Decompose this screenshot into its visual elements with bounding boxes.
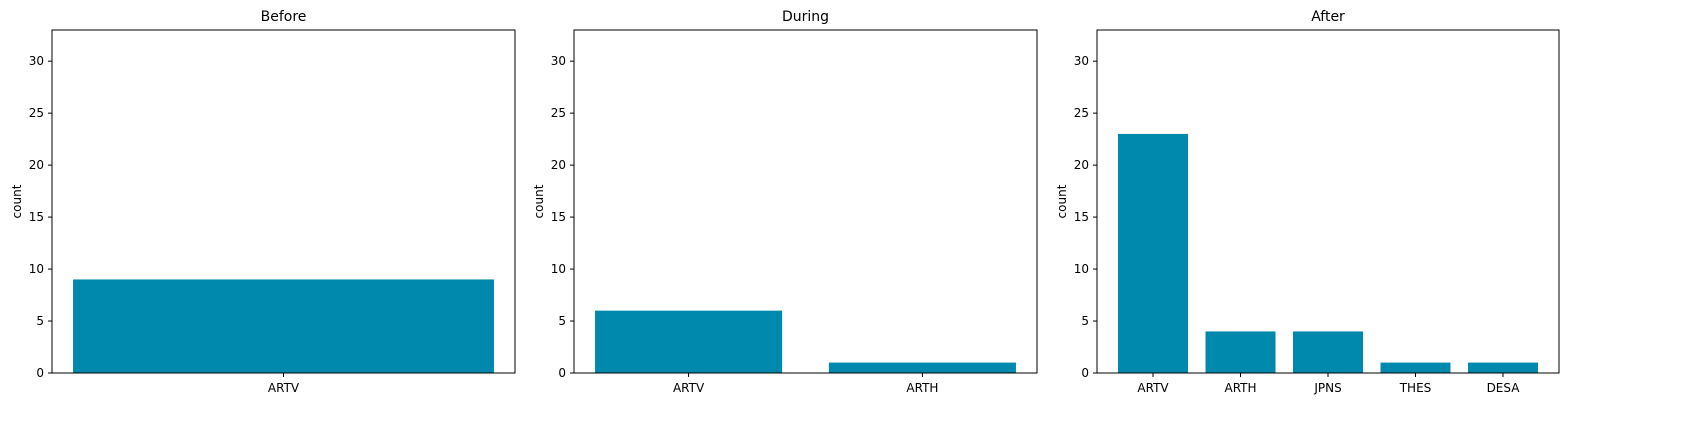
x-tick-label: ARTV [1137, 381, 1169, 395]
y-tick-label: 10 [1074, 262, 1089, 276]
y-tick-label: 5 [36, 314, 44, 328]
y-tick-label: 20 [1074, 158, 1089, 172]
y-axis-label: count [532, 184, 546, 218]
y-tick-label: 5 [558, 314, 566, 328]
x-tick-label: ARTV [268, 381, 300, 395]
bar-during-artv [595, 310, 783, 373]
y-tick-label: 10 [29, 262, 44, 276]
y-tick-label: 15 [1074, 210, 1089, 224]
x-tick-label: ARTV [673, 381, 705, 395]
x-tick-label: ARTH [906, 381, 938, 395]
y-tick-label: 30 [1074, 54, 1089, 68]
x-tick-label: JPNS [1313, 381, 1341, 395]
x-tick-label: THES [1399, 381, 1432, 395]
y-axis-label: count [1055, 184, 1069, 218]
y-tick-label: 0 [1081, 366, 1089, 380]
bar-after-arth [1205, 331, 1276, 373]
y-tick-label: 0 [558, 366, 566, 380]
y-tick-label: 25 [551, 106, 566, 120]
axes-frame [573, 29, 1038, 374]
chart-panel-after: 0 5 10 15 20 25 30 ARTV ARTH JPNS THES DESA After cou… [1055, 9, 1560, 395]
bar-after-jpns [1293, 331, 1363, 373]
y-tick-label: 20 [29, 158, 44, 172]
x-tick-label: ARTH [1224, 381, 1256, 395]
chart-panel-during: 0 5 10 15 20 25 30 ARTV ARTH During count [532, 9, 1038, 395]
bar-before-artv [73, 279, 494, 373]
chart-title: After [1311, 9, 1345, 25]
y-tick-label: 15 [29, 210, 44, 224]
y-tick-label: 10 [551, 262, 566, 276]
y-tick-label: 30 [29, 54, 44, 68]
y-tick-label: 20 [551, 158, 566, 172]
y-tick-label: 15 [551, 210, 566, 224]
chart-title: Before [261, 9, 307, 25]
y-axis-label: count [10, 184, 24, 218]
y-tick-label: 25 [1074, 106, 1089, 120]
y-tick-label: 0 [36, 366, 44, 380]
bar-after-desa [1468, 362, 1538, 373]
x-tick-label: DESA [1487, 381, 1521, 395]
bar-during-arth [828, 362, 1016, 373]
y-tick-label: 30 [551, 54, 566, 68]
y-tick-label: 5 [1081, 314, 1089, 328]
bar-after-artv [1118, 133, 1188, 373]
y-tick-label: 25 [29, 106, 44, 120]
bar-after-thes [1380, 362, 1451, 373]
chart-panel-before: 0 5 10 15 20 25 30 ARTV Before count [10, 9, 516, 395]
chart-title: During [782, 9, 829, 25]
